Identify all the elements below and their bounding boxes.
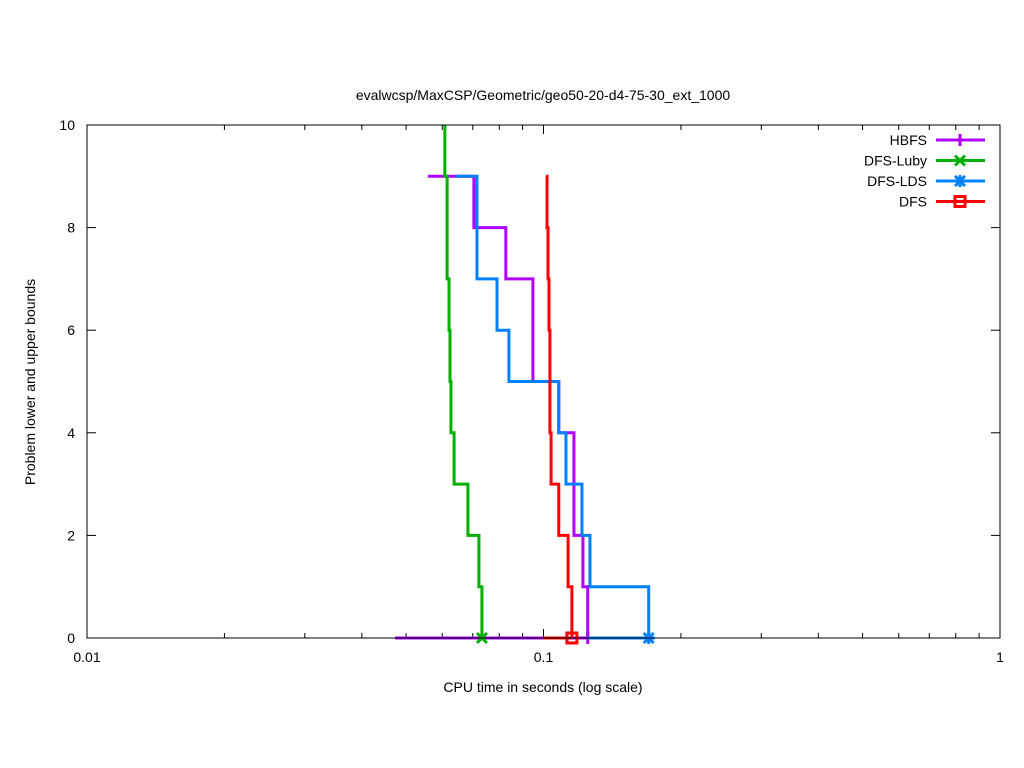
legend-label: DFS <box>899 194 927 210</box>
y-tick-label: 10 <box>59 117 75 133</box>
marker-path <box>953 174 967 188</box>
legend: HBFS DFS-Luby DFS-LDS DFS <box>864 132 985 210</box>
marker-path <box>954 134 966 146</box>
y-tick-label: 2 <box>67 527 75 543</box>
y-tick-label: 8 <box>67 220 75 236</box>
upper-bound-line <box>455 174 651 638</box>
square-marker-icon <box>953 195 967 208</box>
cross-marker-icon <box>953 154 967 167</box>
y-tick-label: 4 <box>67 425 75 441</box>
upper-bound-line <box>443 125 484 638</box>
y-axis-label: Problem lower and upper bounds <box>22 279 38 485</box>
x-tick-label: 1 <box>996 649 1004 665</box>
marker-path <box>953 195 967 208</box>
x-tick-label: 0.1 <box>534 649 554 665</box>
series-dfs-lds <box>455 174 655 645</box>
y-tick-label: 0 <box>67 630 75 646</box>
chart-title: evalwcsp/MaxCSP/Geometric/geo50-20-d4-75… <box>356 87 731 103</box>
x-tick-label: 0.01 <box>73 649 100 665</box>
x-axis-label: CPU time in seconds (log scale) <box>443 679 642 695</box>
marker-path <box>953 154 967 167</box>
plus-marker-icon <box>954 134 966 146</box>
plot-border <box>86 124 1001 639</box>
series-hbfs <box>395 174 594 644</box>
legend-label: DFS-Luby <box>864 153 927 169</box>
series-dfs-luby <box>443 125 488 645</box>
legend-label: DFS-LDS <box>867 173 927 189</box>
y-tick-label: 6 <box>67 322 75 338</box>
series-group <box>395 125 655 645</box>
star-marker-icon <box>953 174 967 188</box>
legend-label: HBFS <box>890 132 927 148</box>
upper-bound-line <box>545 174 574 638</box>
